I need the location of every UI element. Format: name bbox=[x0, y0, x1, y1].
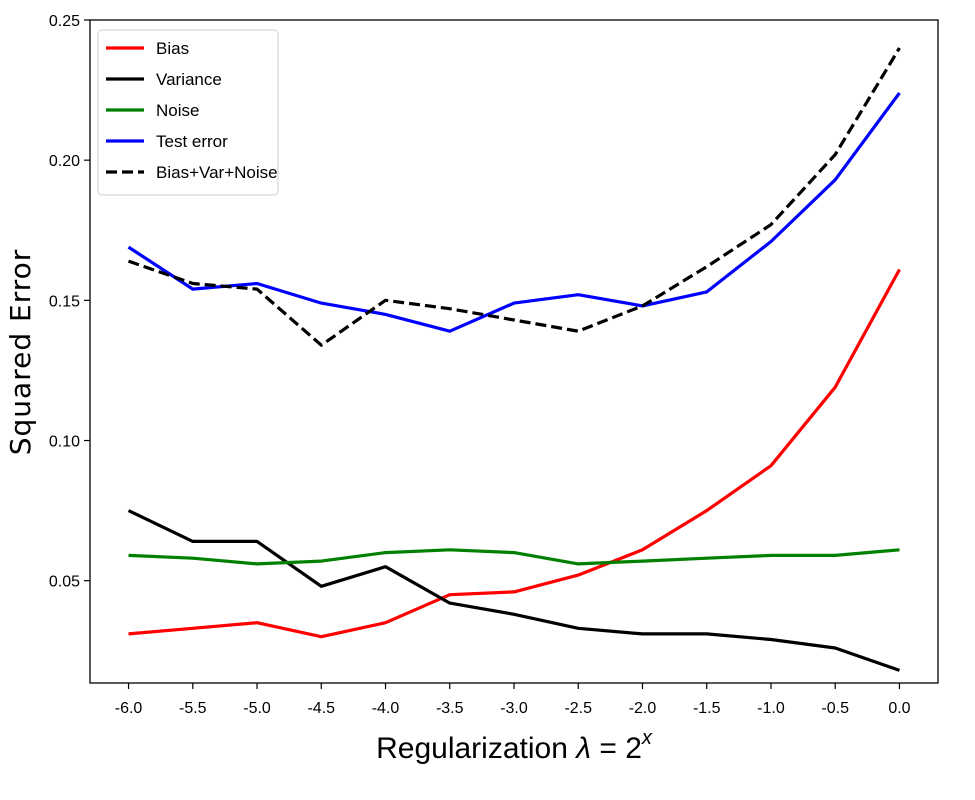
x-tick-label: -3.5 bbox=[436, 700, 464, 717]
series-line-variance bbox=[127, 509, 901, 672]
ticks-layer: -6.0 -5.5 -5.0 -4.5 -4.0 -3.5 -3.0 -2.5 -2.0 -1.5… bbox=[49, 13, 911, 717]
x-tick-label: -6.0 bbox=[115, 700, 143, 717]
x-tick-label: -4.5 bbox=[307, 700, 335, 717]
x-tick-label: -2.0 bbox=[629, 700, 657, 717]
x-tick-label: -5.0 bbox=[243, 700, 271, 717]
legend-entry: Variance bbox=[156, 70, 222, 89]
x-tick-label: -3.0 bbox=[500, 700, 528, 717]
x-tick-label: -2.5 bbox=[564, 700, 592, 717]
x-axis-label-exponent: x bbox=[641, 727, 653, 749]
x-axis-label-eq: = 2 bbox=[591, 732, 642, 765]
x-axis-label: Regularization λ = 2x bbox=[376, 727, 653, 765]
x-tick-label: -1.5 bbox=[693, 700, 721, 717]
x-tick-label: -0.5 bbox=[821, 700, 849, 717]
y-tick-label: 0.10 bbox=[49, 434, 80, 451]
legend-entry: Bias+Var+Noise bbox=[156, 163, 278, 182]
x-tick-label: -1.0 bbox=[757, 700, 785, 717]
series-layer bbox=[127, 47, 901, 672]
legend-entry: Test error bbox=[156, 132, 228, 151]
x-axis-label-prefix: Regularization bbox=[376, 732, 576, 765]
legend-entry: Bias bbox=[156, 39, 189, 58]
y-axis-label: Squared Error bbox=[4, 249, 37, 456]
y-tick-label: 0.20 bbox=[49, 153, 80, 170]
x-tick-label: -5.5 bbox=[179, 700, 207, 717]
x-axis-label-lambda: λ bbox=[574, 732, 591, 765]
legend: Bias Variance Noise Test error Bias+Var+Nois… bbox=[97, 29, 279, 196]
series-line-bias bbox=[128, 268, 901, 639]
series-line-test-error bbox=[127, 91, 901, 333]
series-line-noise bbox=[128, 548, 900, 566]
y-tick-label: 0.15 bbox=[49, 293, 80, 310]
series-line-bias-var-noise bbox=[127, 47, 901, 347]
legend-entry: Noise bbox=[156, 101, 199, 120]
y-tick-label: 0.25 bbox=[49, 13, 80, 30]
y-tick-label: 0.05 bbox=[49, 574, 80, 591]
x-tick-label: -4.0 bbox=[372, 700, 400, 717]
x-tick-label: 0.0 bbox=[888, 700, 910, 717]
legend-box bbox=[97, 29, 279, 196]
